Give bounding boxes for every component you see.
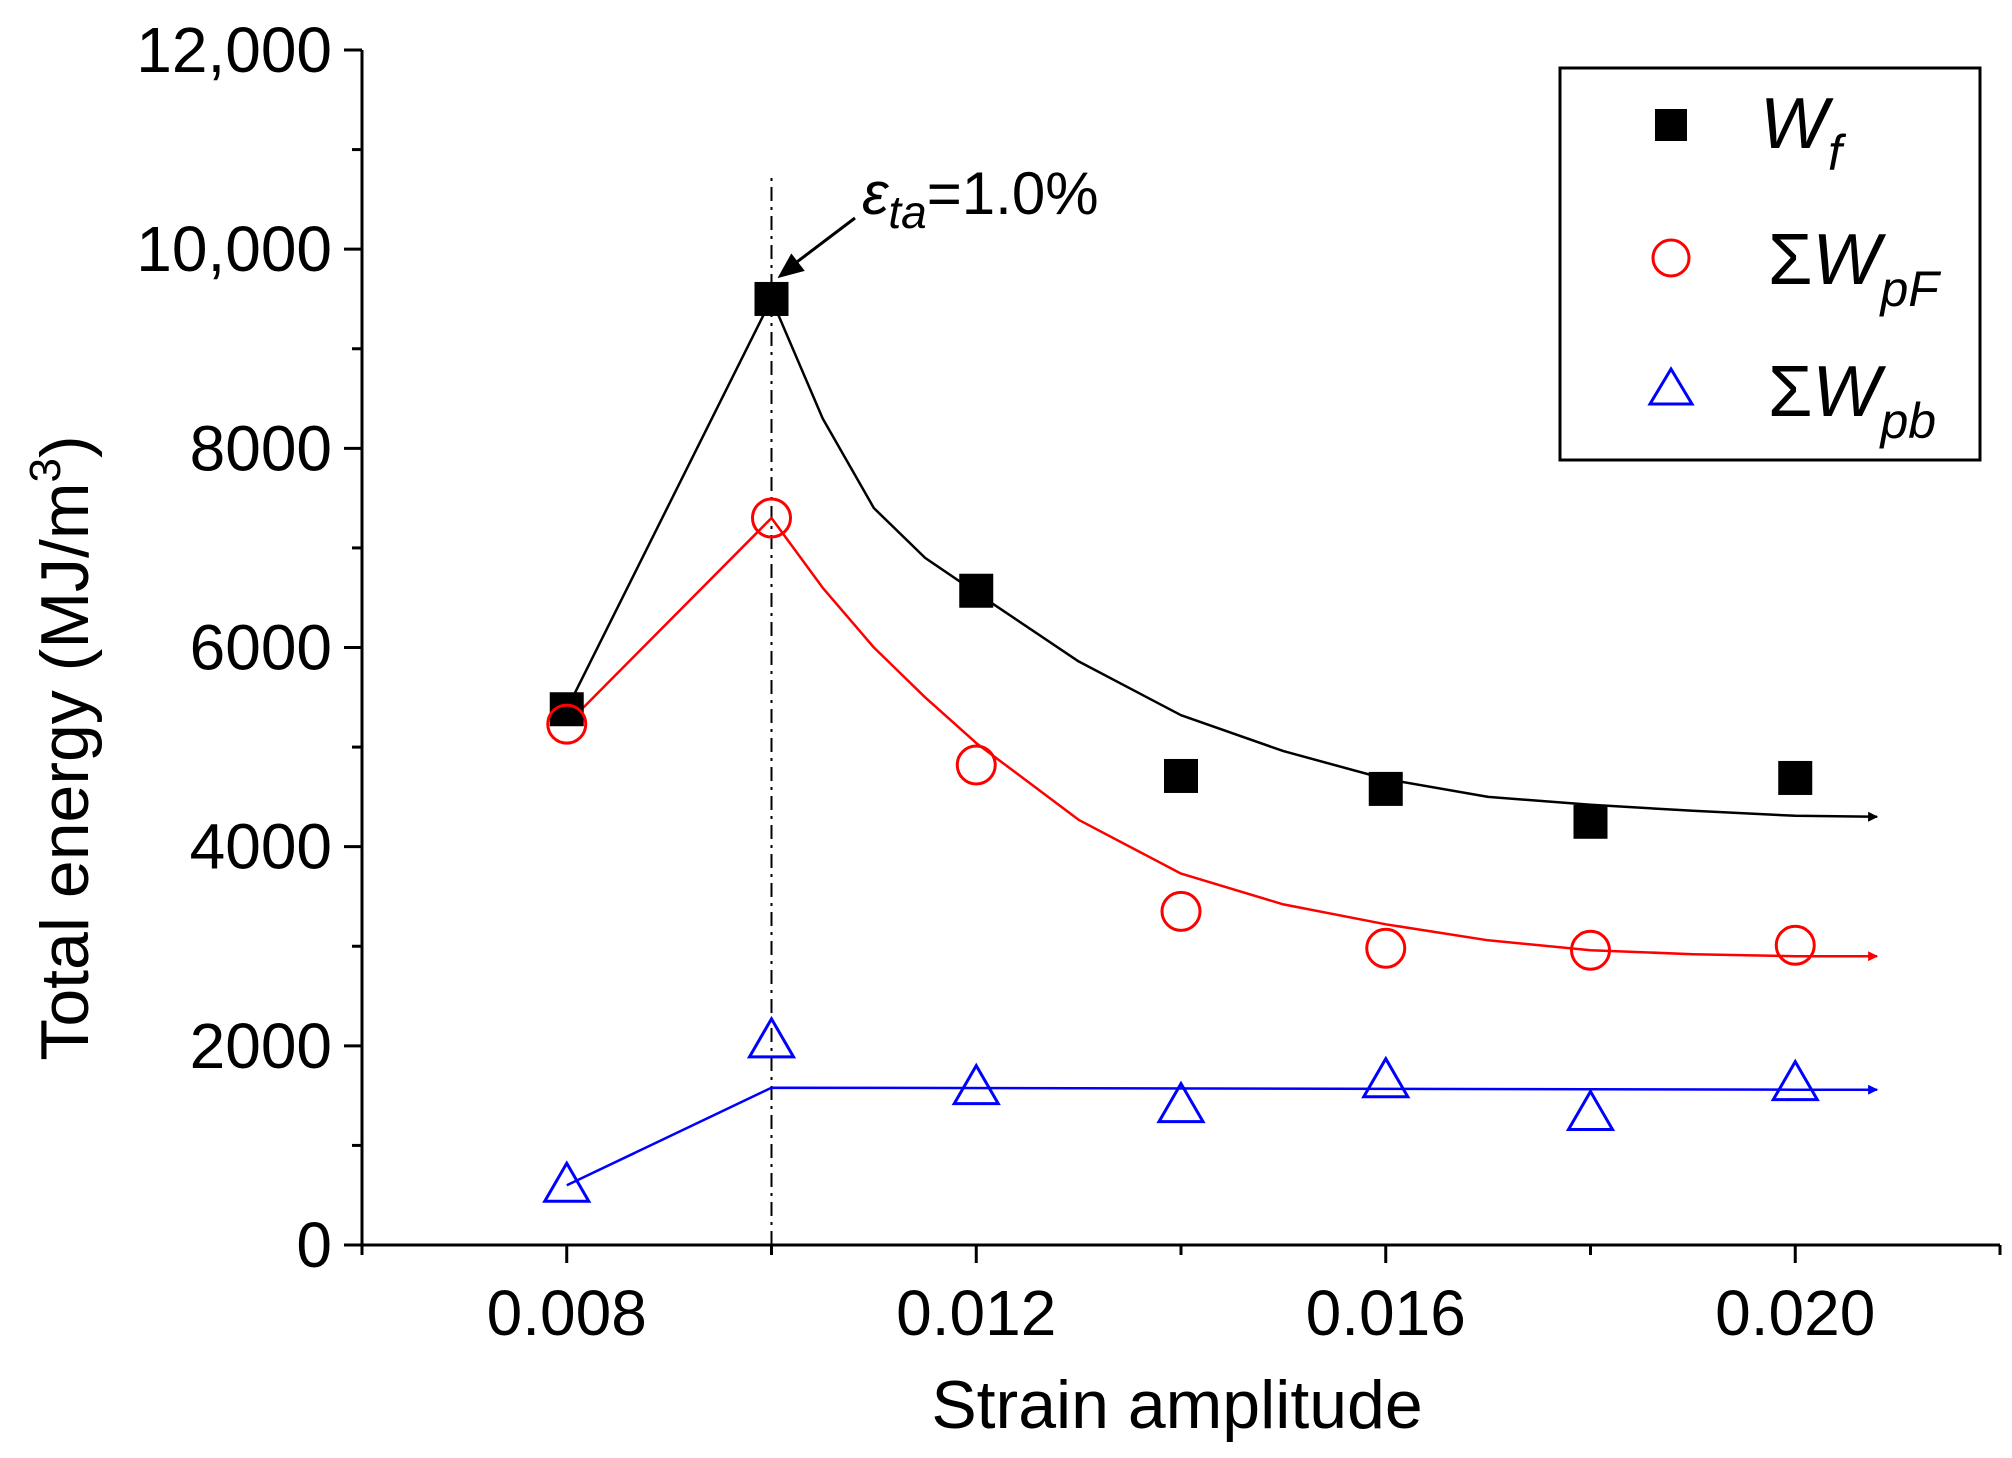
annotation-arrowhead [777,253,805,279]
y-tick-label: 10,000 [136,213,332,285]
marker-wf [1368,771,1403,806]
y-tick-label: 0 [296,1209,332,1281]
x-tick-label: 0.016 [1306,1277,1466,1349]
y-axis-title-sup: 3 [21,458,70,482]
marker-wf [1573,804,1608,839]
legend-marker-wf [1655,109,1687,141]
annotation-subscript: ta [888,186,926,238]
annotation-label: εta=1.0% [862,160,1099,238]
marker-wpb [1770,1058,1820,1102]
y-axis-title: Total energy (MJ/m3) [21,435,103,1060]
marker-wpb [1156,1080,1206,1124]
trend-line-0 [565,297,1879,822]
marker-wf [1778,760,1813,795]
annotation-arrow [790,216,856,268]
x-tick-label: 0.012 [896,1277,1056,1349]
y-tick-label: 8000 [190,412,332,484]
y-axis-title-end: ) [27,435,103,458]
y-tick-label: 6000 [190,612,332,684]
marker-wpf [1365,927,1407,969]
trend-lines [565,297,1879,1187]
marker-wpb [542,1160,592,1203]
annotation: εta=1.0% [777,160,1099,279]
annotation-value: =1.0% [927,160,1099,227]
marker-wf [959,573,994,608]
annotation-symbol: ε [862,160,890,227]
tick-labels: 0 2000 4000 6000 8000 10,000 12,000 0.008 0.012 0… [136,14,1875,1349]
y-tick-label: 4000 [190,811,332,883]
marker-wpf [1160,890,1202,932]
ticks [344,48,2002,1263]
y-tick-label: 12,000 [136,14,332,86]
marker-wf [1164,758,1198,793]
legend-marker-wpb [1647,366,1695,406]
x-axis-title: Strain amplitude [931,1367,1422,1443]
y-axis-title-main: Total energy (MJ/m [27,482,103,1060]
marker-wf [754,281,789,316]
marker-wpf [1774,924,1816,966]
marker-wpf [546,703,588,745]
data-points [542,281,1820,1203]
marker-wpb [951,1062,1001,1106]
legend: Wf ΣWpF ΣWpb [1558,66,1982,462]
legend-label-wpf: ΣWpF [1768,220,1941,317]
marker-wpf [1570,929,1611,971]
x-tick-label: 0.020 [1715,1277,1875,1349]
marker-wpf [955,744,997,786]
marker-wpb [746,1015,797,1059]
legend-marker-wpf [1651,238,1691,278]
marker-wpb [1565,1088,1616,1132]
y-tick-label: 2000 [190,1010,332,1082]
legend-box [1558,66,1982,462]
marker-wpb [1361,1055,1411,1099]
marker-wpf [751,497,792,539]
x-tick-label: 0.008 [487,1277,647,1349]
trend-line-1 [565,516,1879,962]
legend-label-wpb: ΣWpb [1768,352,1936,449]
trend-line-2 [566,1084,1879,1187]
